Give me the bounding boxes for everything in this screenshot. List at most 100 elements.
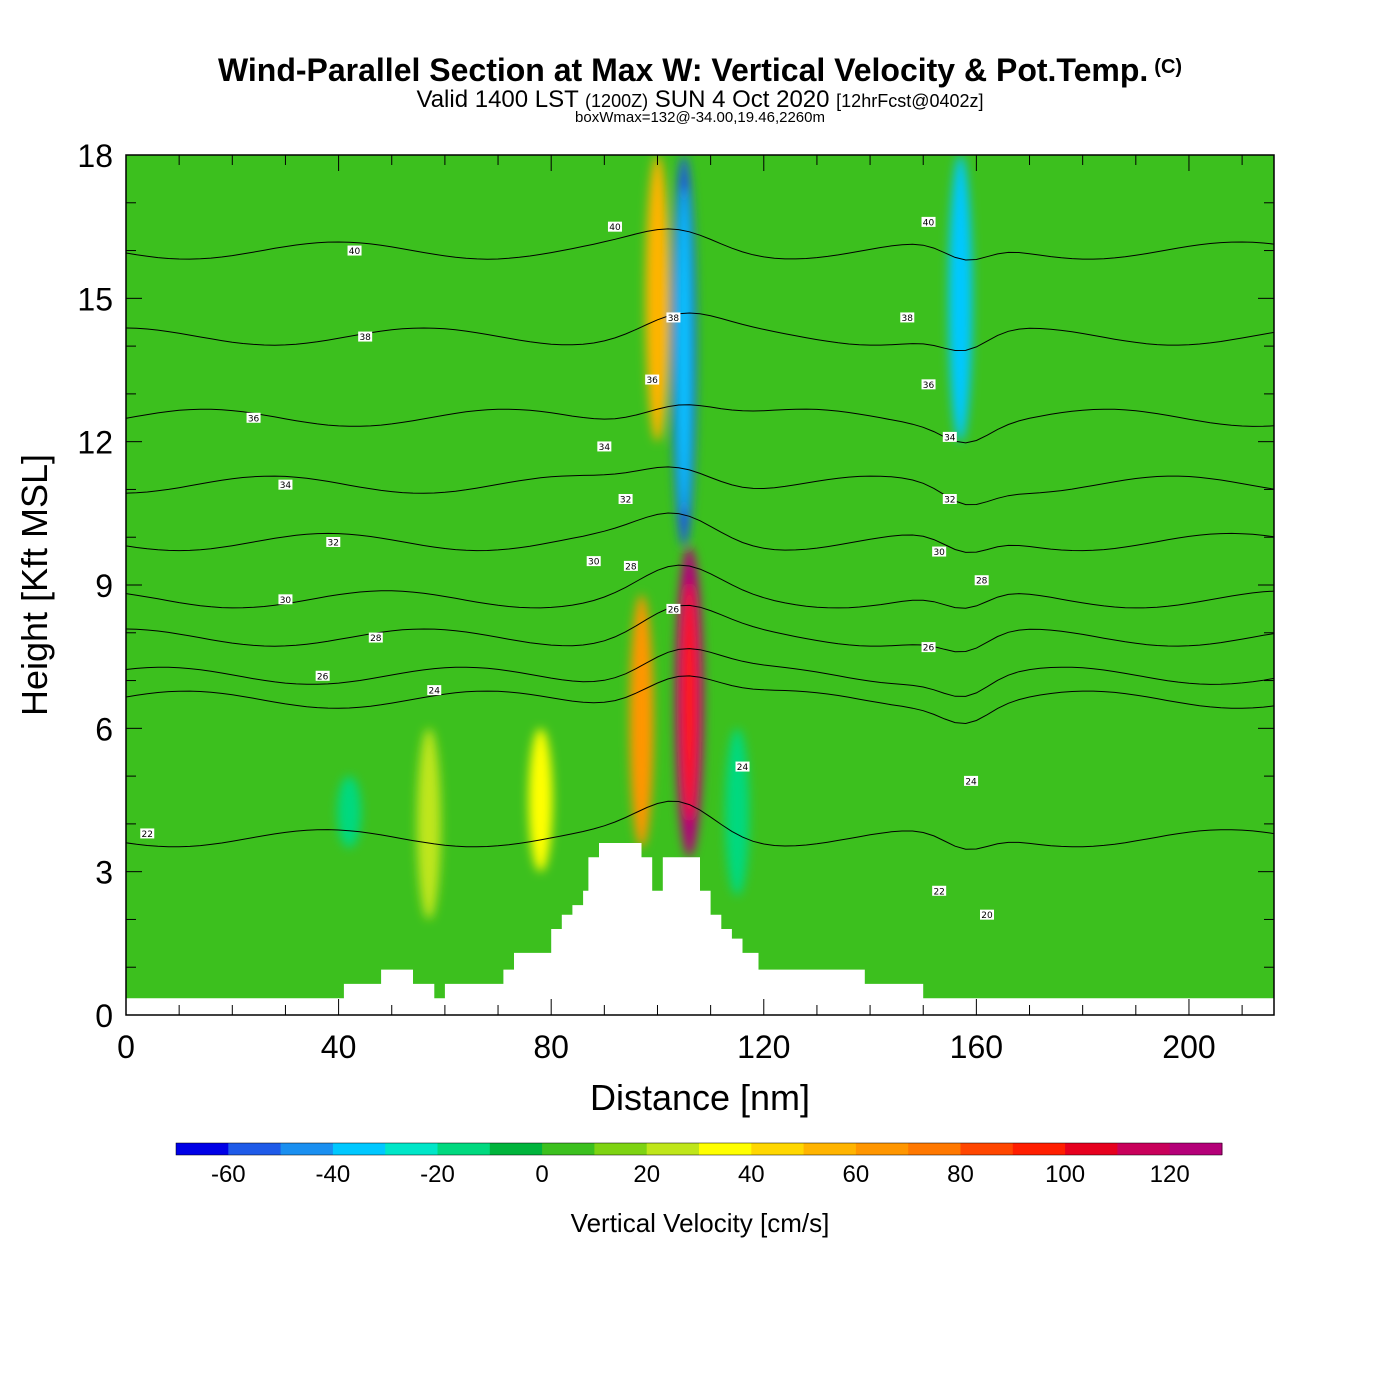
chart-title: Wind-Parallel Section at Max W: Vertical… — [217, 52, 1183, 88]
colorbar-swatch — [908, 1143, 961, 1155]
contour-label: 24 — [965, 777, 977, 787]
theta-contour-line — [126, 675, 1274, 725]
velocity-field — [337, 155, 973, 920]
contour-label: 26 — [317, 672, 329, 682]
colorbar-swatch — [646, 1143, 700, 1155]
y-tick-label: 0 — [95, 998, 113, 1034]
contour-label-bg — [278, 594, 293, 605]
y-tick-label: 6 — [95, 711, 113, 747]
colorbar-tick-label: 80 — [947, 1161, 974, 1188]
contour-label: 24 — [429, 687, 441, 697]
contour-label-bg — [246, 412, 261, 423]
theta-contour-line — [126, 800, 1274, 850]
theta-contour-line — [126, 466, 1274, 506]
contour-label: 34 — [944, 433, 956, 443]
contour-label-bg — [666, 603, 681, 614]
contour-label-bg — [921, 379, 936, 390]
x-tick-label: 160 — [950, 1029, 1003, 1065]
colorbar-swatch — [1169, 1143, 1223, 1155]
x-tick-label: 0 — [117, 1029, 135, 1065]
colorbar-swatch — [176, 1143, 229, 1155]
contour-label-bg — [942, 494, 957, 504]
contour-label: 30 — [588, 558, 600, 568]
contour-label: 30 — [280, 596, 292, 606]
contour-label: 28 — [370, 634, 382, 644]
contour-label: 26 — [923, 644, 935, 654]
contour-label-bg — [427, 685, 442, 696]
contour-label-bg — [980, 909, 994, 920]
contour-label: 36 — [923, 381, 935, 391]
x-tick-label: 80 — [533, 1029, 569, 1065]
contour-label-bg — [645, 374, 660, 385]
contour-label-bg — [921, 642, 936, 653]
colorbar: -60 -40 -20 0 20 40 60 80 100 120 Vertical Velocit… — [175, 1142, 1223, 1238]
velocity-feature — [337, 776, 362, 848]
colorbar-swatch — [1117, 1143, 1171, 1155]
velocity-feature — [645, 155, 670, 442]
colorbar-tick-label: 40 — [738, 1161, 765, 1188]
colorbar-swatch — [594, 1143, 648, 1155]
contour-label: 22 — [142, 830, 153, 840]
theta-contour-line — [126, 312, 1274, 352]
x-tick-label: 120 — [737, 1029, 790, 1065]
contour-label: 40 — [923, 218, 935, 228]
y-tick-label: 12 — [77, 425, 113, 461]
colorbar-swatch — [855, 1143, 909, 1155]
colorbar-swatch — [1065, 1143, 1118, 1155]
x-axis-title: Distance [nm] — [590, 1077, 810, 1118]
colorbar-tick-label: 120 — [1150, 1161, 1190, 1188]
contour-label: 34 — [280, 481, 292, 491]
contour-label: 24 — [737, 763, 749, 773]
colorbar-swatch — [1012, 1143, 1066, 1155]
contour-label-bg — [618, 494, 633, 504]
contour-label-bg — [900, 312, 915, 323]
contour-label: 20 — [981, 911, 993, 921]
colorbar-swatch — [542, 1143, 595, 1155]
contour-label-bg — [607, 221, 622, 232]
contour-label: 32 — [328, 539, 339, 549]
contour-label: 30 — [933, 548, 945, 558]
contour-label: 28 — [976, 577, 988, 587]
theta-contour-line — [126, 604, 1274, 653]
y-axis-title: Height [Kft MSL] — [14, 454, 55, 716]
contour-label-bg — [368, 632, 383, 643]
contour-label: 36 — [646, 376, 658, 386]
contour-label: 34 — [599, 443, 611, 453]
colorbar-swatch — [228, 1143, 282, 1155]
theta-contour-line — [126, 564, 1274, 609]
contour-label-bg — [347, 245, 362, 256]
colorbar-swatch — [385, 1143, 438, 1155]
contour-label-bg — [942, 431, 957, 442]
colorbar-swatch — [960, 1143, 1014, 1155]
contour-label-bg — [932, 885, 947, 896]
contour-label-bg — [623, 560, 638, 571]
contour-label: 38 — [668, 314, 680, 324]
colorbar-tick-label: 0 — [535, 1161, 548, 1188]
contour-label: 36 — [248, 414, 260, 424]
contour-label: 38 — [359, 333, 371, 343]
x-tick-label: 40 — [321, 1029, 357, 1065]
contour-label-bg — [140, 828, 155, 839]
colorbar-tick-label: 20 — [633, 1161, 660, 1188]
colorbar-swatch — [332, 1143, 386, 1155]
theta-contour-line — [126, 228, 1274, 261]
contour-label-bg — [326, 537, 341, 547]
terrain — [126, 843, 1274, 1015]
contour-label-bg — [586, 556, 601, 567]
velocity-feature — [528, 728, 553, 872]
colorbar-swatch — [489, 1143, 543, 1155]
contour-label-bg — [666, 312, 681, 323]
y-tick-label: 9 — [95, 568, 113, 604]
colorbar-swatch — [699, 1143, 752, 1155]
contour-label: 22 — [933, 887, 944, 897]
colorbar-tick-label: 100 — [1045, 1161, 1085, 1188]
contour-label-bg — [964, 775, 979, 786]
contour-label-bg — [315, 670, 330, 681]
contour-label-bg — [974, 575, 989, 586]
contour-label: 28 — [625, 562, 637, 572]
contour-label: 40 — [349, 247, 361, 257]
contour-labels: 40 40 40 38 38 38 36 36 36 34 34 34 32 32 32 30 30 30 28 28… — [140, 216, 994, 921]
velocity-feature-core — [681, 582, 698, 822]
